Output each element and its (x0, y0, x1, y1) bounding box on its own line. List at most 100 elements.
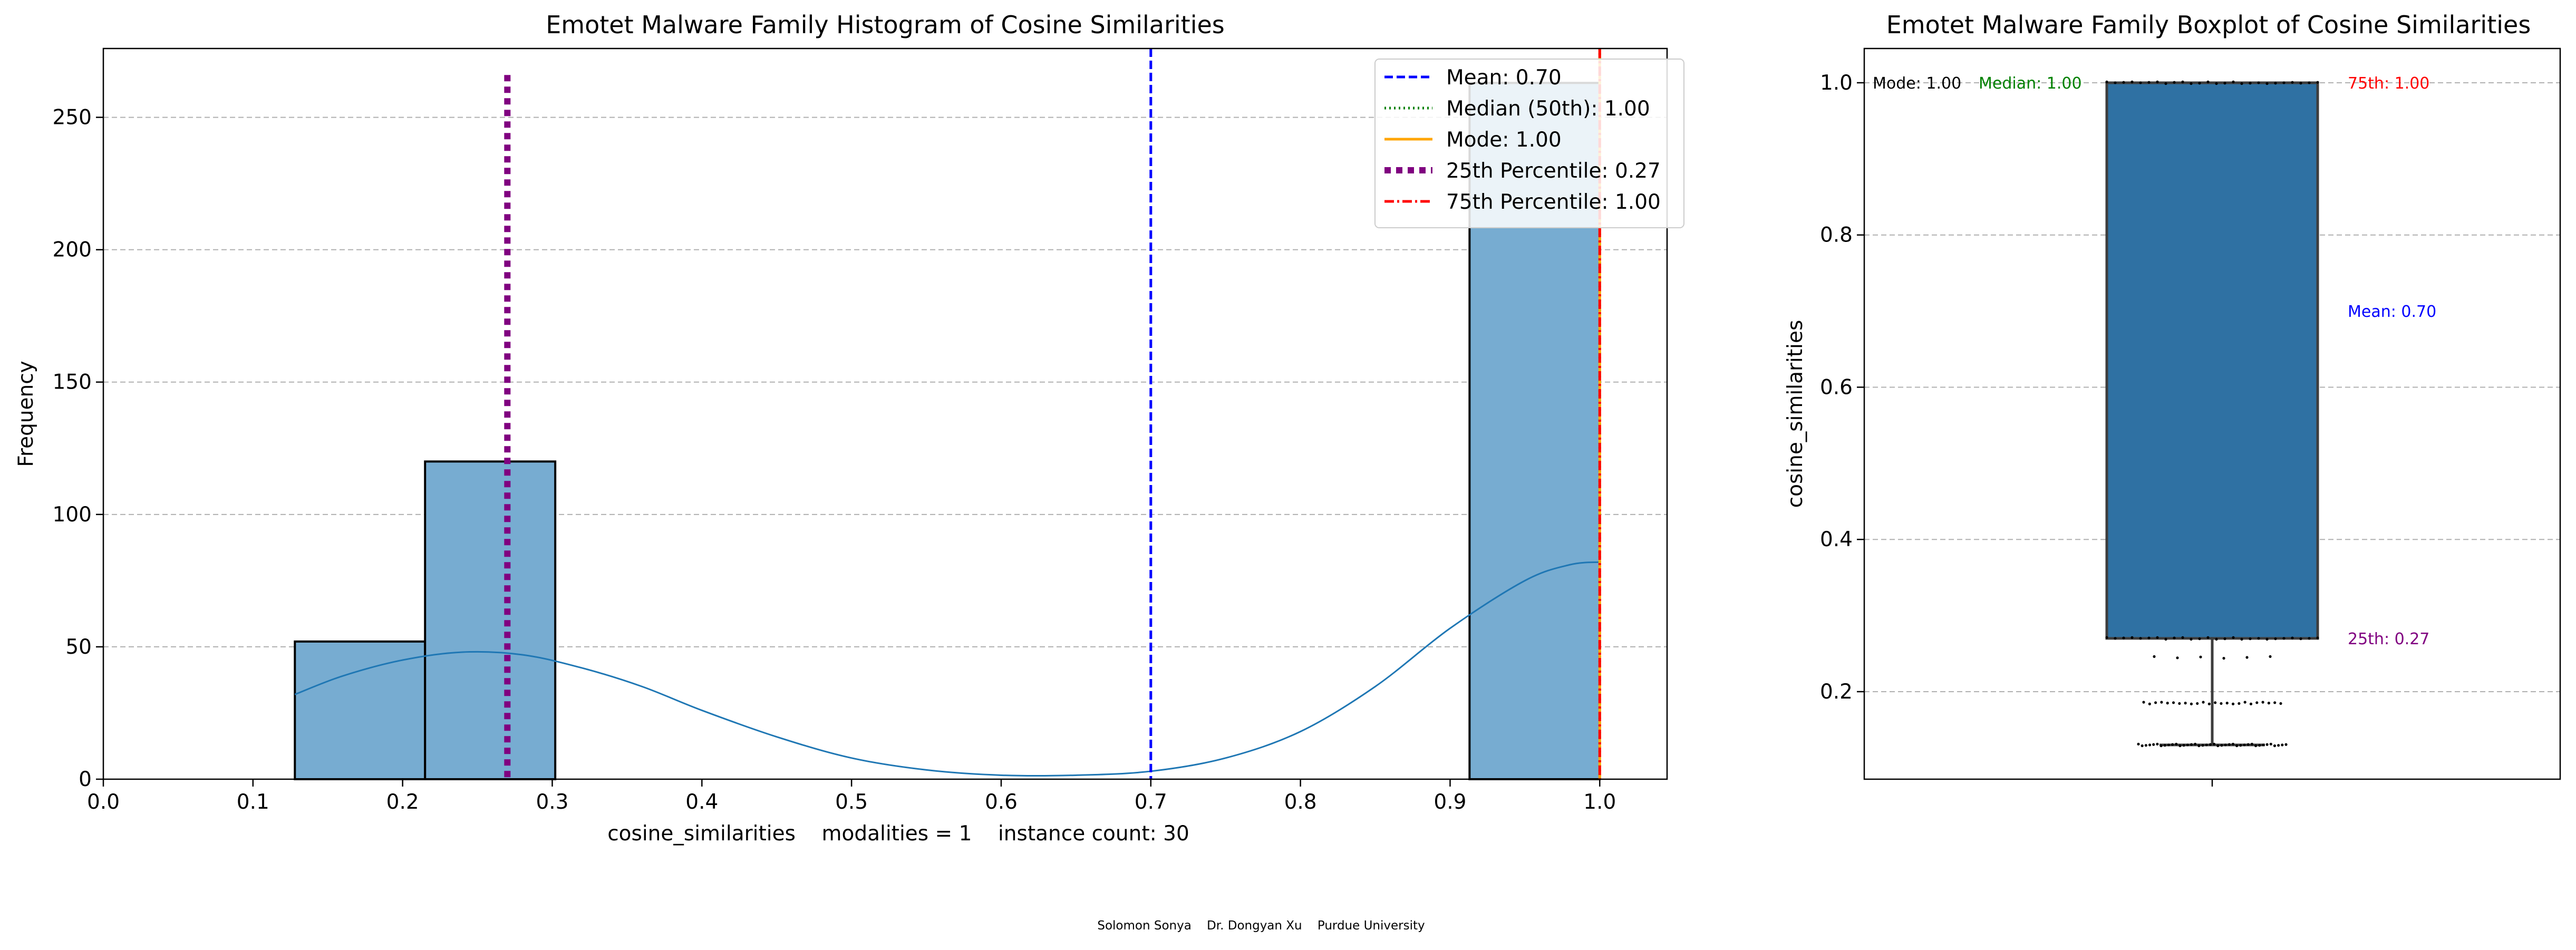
strip-point (2201, 744, 2204, 747)
y-tick-label: 100 (53, 503, 92, 527)
legend-label: 75th Percentile: 1.00 (1446, 190, 1661, 214)
strip-point (2152, 743, 2155, 746)
boxplot-y-label: cosine_similarities (1784, 320, 1807, 508)
legend-label: Mode: 1.00 (1446, 128, 1562, 152)
strip-point (2190, 637, 2193, 641)
boxplot-annotation: Median: 1.00 (1979, 74, 2082, 93)
strip-point (2235, 744, 2239, 748)
strip-point (2299, 82, 2302, 85)
strip-point (2257, 81, 2260, 84)
strip-point (2250, 742, 2253, 746)
strip-point (2163, 744, 2166, 747)
strip-point (2175, 742, 2178, 746)
strip-point (2190, 702, 2193, 705)
y-tick-label: 50 (65, 635, 92, 659)
strip-point (2216, 744, 2220, 748)
strip-point (2172, 701, 2175, 704)
strip-point (2265, 637, 2269, 641)
strip-point (2267, 702, 2270, 705)
iqr-box (2105, 81, 2319, 640)
histogram-bar (294, 640, 427, 780)
histogram-bar (424, 460, 557, 780)
strip-point (2222, 657, 2225, 660)
y-tick-label: 150 (53, 371, 92, 394)
strip-point (2255, 701, 2259, 704)
strip-point (2171, 743, 2174, 746)
strip-point (2246, 743, 2250, 746)
strip-point (2164, 637, 2167, 641)
strip-point (2142, 701, 2145, 704)
x-tick-label: 0.0 (87, 790, 120, 814)
strip-point (2156, 80, 2159, 83)
strip-point (2160, 701, 2163, 704)
strip-point (2190, 743, 2193, 746)
strip-point (2147, 81, 2151, 84)
strip-point (2176, 656, 2179, 660)
strip-point (2197, 744, 2201, 748)
legend-label: 25th Percentile: 0.27 (1446, 159, 1661, 183)
strip-point (2156, 742, 2159, 746)
strip-point (2223, 82, 2226, 85)
strip-point (2261, 701, 2264, 704)
y-tick-label: 200 (53, 238, 92, 262)
strip-point (2257, 637, 2260, 640)
strip-point (2166, 702, 2169, 705)
strip-point (2316, 81, 2319, 84)
strip-point (2144, 744, 2147, 747)
strip-point (2316, 636, 2319, 639)
strip-point (2228, 743, 2231, 746)
x-tick-label: 0.7 (1135, 790, 1167, 814)
boxplot-y-ticks: 0.2 0.4 0.6 0.8 1.0 (1820, 71, 1864, 704)
strip-point (2281, 743, 2284, 747)
strip-point (2205, 743, 2208, 747)
strip-point (2130, 636, 2134, 639)
strip-point (2223, 637, 2226, 641)
strip-point (2105, 636, 2108, 639)
x-tick-label: 0.2 (386, 790, 419, 814)
strip-point (2209, 743, 2212, 746)
x-tick-label: 0.3 (536, 790, 568, 814)
strip-point (2182, 744, 2185, 747)
strip-point (2262, 743, 2265, 747)
strip-point (2225, 702, 2229, 705)
histogram-y-label: Frequency (14, 361, 38, 467)
strip-point (2232, 636, 2235, 639)
legend-label: Median (50th): 1.00 (1446, 97, 1650, 121)
strip-point (2198, 82, 2201, 85)
strip-point (2308, 637, 2311, 640)
strip-point (2240, 82, 2243, 85)
boxplot-title: Emotet Malware Family Boxplot of Cosine … (1886, 11, 2531, 39)
strip-point (2186, 743, 2189, 747)
strip-point (2198, 637, 2201, 641)
strip-point (2214, 701, 2217, 704)
x-tick-label: 0.9 (1434, 790, 1466, 814)
strip-point (2202, 701, 2205, 704)
legend-box (1374, 59, 1684, 228)
boxplot-body (2105, 80, 2319, 748)
y-tick-label: 0.6 (1820, 375, 1853, 399)
strip-point (2277, 744, 2280, 747)
strip-point (2239, 744, 2242, 747)
strip-point (2141, 744, 2144, 748)
strip-point (2122, 81, 2125, 84)
y-tick-label: 250 (53, 106, 92, 130)
strip-point (2196, 702, 2199, 705)
strip-point (2114, 81, 2117, 84)
strip-point (2254, 744, 2258, 748)
strip-point (2148, 743, 2152, 747)
strip-point (2212, 742, 2216, 746)
strip-point (2114, 637, 2117, 640)
x-tick-label: 0.8 (1284, 790, 1317, 814)
strip-point (2147, 636, 2151, 639)
histogram-x-label: cosine_similarities modalities = 1 insta… (607, 822, 1189, 846)
x-tick-label: 0.1 (237, 790, 269, 814)
strip-point (2139, 81, 2142, 84)
strip-point (2178, 702, 2181, 705)
kde-curve (294, 561, 1600, 777)
strip-point (2164, 82, 2167, 85)
strip-point (2159, 744, 2163, 748)
x-tick-label: 0.5 (835, 790, 868, 814)
boxplot-panel: Emotet Malware Family Boxplot of Cosine … (1784, 11, 2561, 787)
strip-point (2137, 742, 2140, 746)
boxplot-annotations: Mode: 1.00 Median: 1.00 75th: 1.00 Mean: 0.… (1873, 74, 2436, 648)
